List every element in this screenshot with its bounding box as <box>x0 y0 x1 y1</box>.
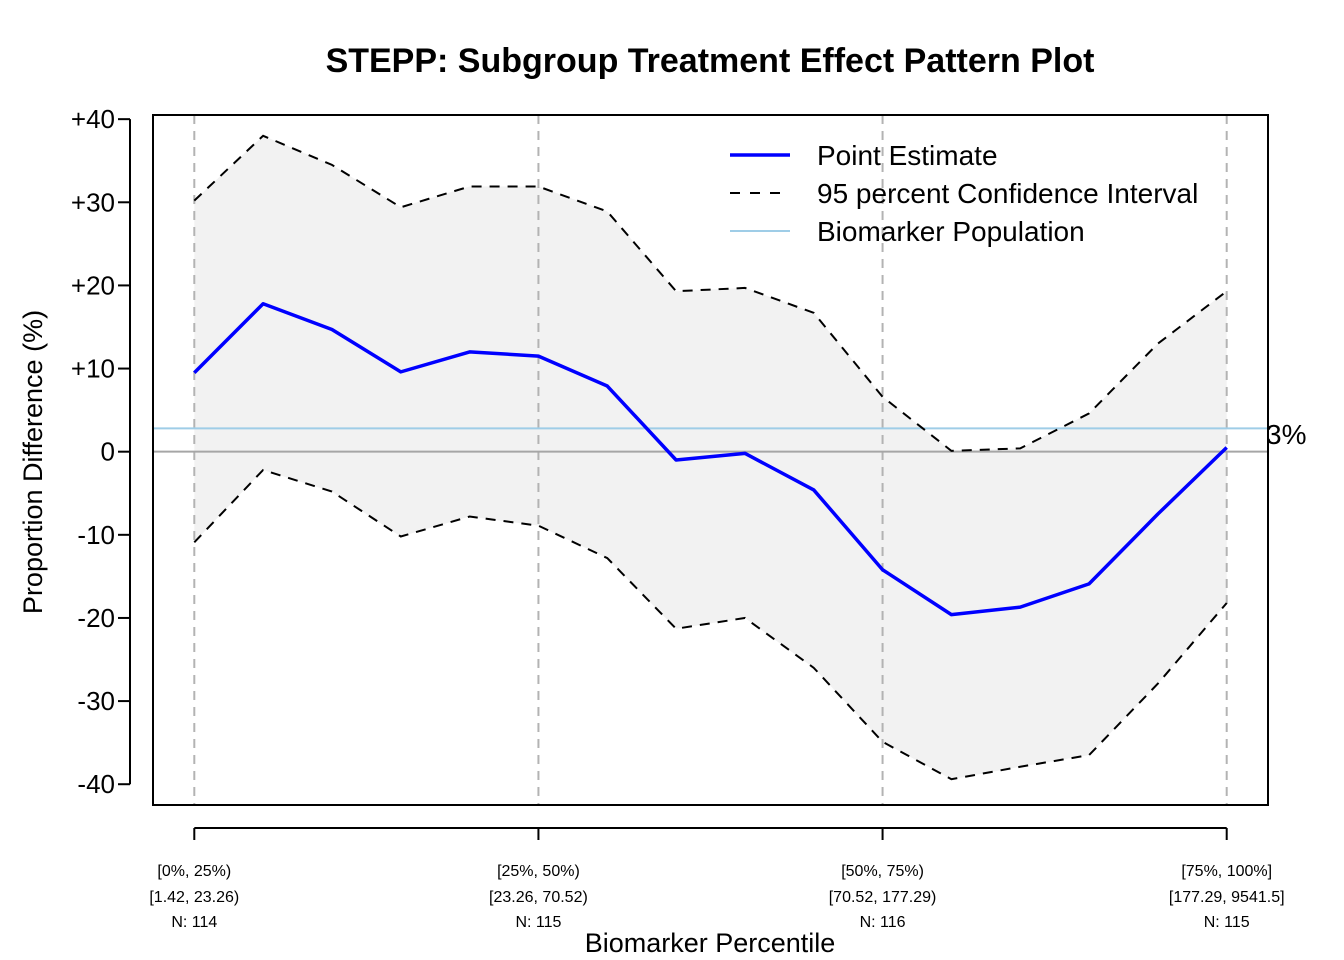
y-tick-label: +30 <box>71 187 115 217</box>
legend-label-biomarker-population: Biomarker Population <box>817 216 1085 247</box>
x-tick-n: N: 116 <box>860 914 906 931</box>
y-tick-label: -20 <box>77 603 115 633</box>
y-tick-label: -30 <box>77 686 115 716</box>
x-tick-range: [177.29, 9541.5] <box>1169 889 1285 906</box>
y-tick-label: +20 <box>71 270 115 300</box>
x-tick-n: N: 114 <box>171 914 217 931</box>
y-tick-label: -10 <box>77 520 115 550</box>
y-tick-label: +10 <box>71 354 115 384</box>
x-tick-n: N: 115 <box>1204 914 1250 931</box>
y-axis: +40 +30 +20 +10 0 -10 -20 -30 -40 <box>71 104 131 799</box>
x-tick-range: [23.26, 70.52) <box>489 889 588 906</box>
plot-frame <box>152 114 1269 806</box>
y-tick-label: -40 <box>77 769 115 799</box>
x-tick-range: [70.52, 177.29) <box>829 889 937 906</box>
point-estimate-line <box>193 301 1228 617</box>
legend-label-confidence-interval: 95 percent Confidence Interval <box>817 178 1198 209</box>
y-tick-label: 0 <box>101 437 115 467</box>
legend-label-point-estimate: Point Estimate <box>817 140 998 171</box>
biomarker-population-label: 3% <box>1266 419 1306 450</box>
x-axis: [0%, 25%) [1.42, 23.26) N: 114 [25%, 50%) [2… <box>149 827 1285 931</box>
x-tick-percentile: [75%, 100%] <box>1181 863 1272 880</box>
ci-lower-line <box>193 468 1228 781</box>
x-tick-n: N: 115 <box>515 914 561 931</box>
chart-title: STEPP: Subgroup Treatment Effect Pattern… <box>326 42 1095 80</box>
y-axis-label: Proportion Difference (%) <box>18 310 48 614</box>
x-tick-percentile: [50%, 75%) <box>841 863 924 880</box>
legend: Point Estimate 95 percent Confidence Inte… <box>730 140 1198 247</box>
x-tick-percentile: [0%, 25%) <box>157 863 231 880</box>
plot-area <box>153 115 1268 805</box>
y-tick-label: +40 <box>71 104 115 134</box>
x-tick-percentile: [25%, 50%) <box>497 863 580 880</box>
ci-upper-line <box>193 134 1228 452</box>
x-tick-range: [1.42, 23.26) <box>149 889 239 906</box>
x-axis-label: Biomarker Percentile <box>585 928 836 958</box>
